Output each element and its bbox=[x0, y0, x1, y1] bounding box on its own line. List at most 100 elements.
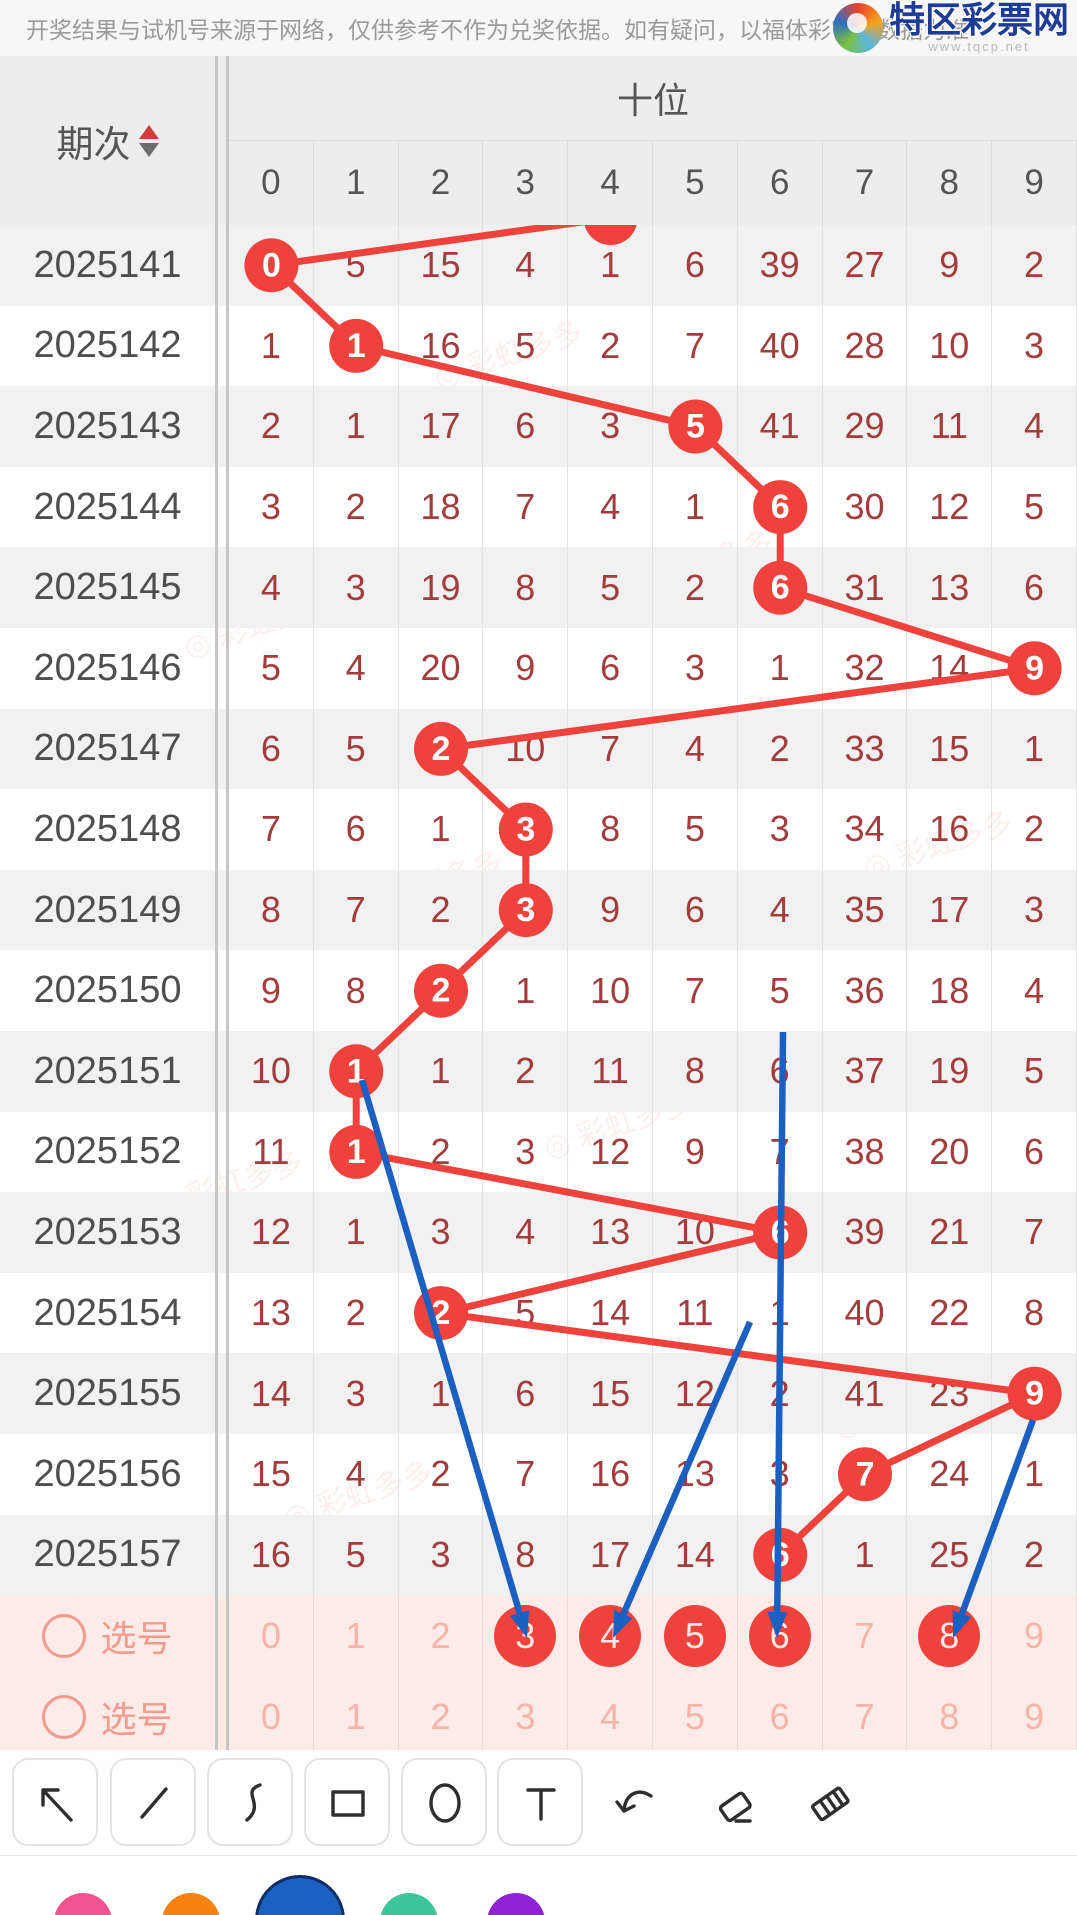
color-swatch-selected[interactable] bbox=[255, 1875, 345, 1915]
value-cell: 8 bbox=[568, 789, 653, 870]
value-cell: 5 bbox=[653, 386, 738, 467]
value-cell: 3 bbox=[314, 1353, 399, 1434]
value-cell: 9 bbox=[483, 627, 569, 709]
rect-icon bbox=[331, 1790, 365, 1817]
select-number-3[interactable]: 3 bbox=[483, 1676, 569, 1758]
undo-tool-button[interactable] bbox=[602, 1768, 672, 1838]
select-number-3[interactable]: 3 bbox=[483, 1595, 569, 1677]
value-cell: 18 bbox=[399, 466, 484, 548]
select-number-4[interactable]: 4 bbox=[568, 1676, 653, 1758]
value-cell: 6 bbox=[992, 547, 1077, 628]
value-cell: 6 bbox=[738, 466, 823, 548]
period-header[interactable]: 期次 bbox=[0, 56, 215, 225]
value-cell: 1 bbox=[314, 1192, 399, 1273]
select-number-4[interactable]: 4 bbox=[568, 1595, 653, 1677]
rect-tool-button[interactable] bbox=[304, 1758, 390, 1846]
value-cell: 2 bbox=[399, 708, 484, 790]
select-number-7[interactable]: 7 bbox=[823, 1595, 908, 1677]
value-cell: 41 bbox=[823, 1353, 908, 1434]
value-cell: 18 bbox=[907, 950, 993, 1031]
column-separator bbox=[215, 1272, 229, 1354]
value-cell: 29 bbox=[823, 386, 908, 467]
select-number-text: 1 bbox=[345, 1614, 366, 1656]
eraser-tool-button[interactable] bbox=[700, 1768, 770, 1838]
value-cell: 3 bbox=[992, 869, 1077, 951]
value-cell: 4 bbox=[992, 950, 1077, 1031]
period-cell: 2025150 bbox=[33, 969, 182, 1012]
select-number-5[interactable]: 5 bbox=[653, 1676, 738, 1758]
select-number-1[interactable]: 1 bbox=[314, 1676, 399, 1758]
value-cell: 23 bbox=[907, 1353, 993, 1434]
text-tool-button[interactable] bbox=[497, 1758, 583, 1846]
ellipse-tool-button[interactable] bbox=[401, 1758, 487, 1846]
select-number-0[interactable]: 0 bbox=[229, 1676, 314, 1758]
curve-tool-button[interactable] bbox=[207, 1758, 293, 1846]
value-cell: 13 bbox=[653, 1433, 738, 1515]
color-swatch[interactable] bbox=[380, 1893, 438, 1915]
clear-tool-button[interactable] bbox=[795, 1768, 865, 1838]
select-number-8[interactable]: 8 bbox=[907, 1676, 993, 1758]
select-number-8[interactable]: 8 bbox=[907, 1595, 993, 1677]
sort-asc-icon[interactable] bbox=[138, 124, 159, 139]
arrow-tool-button[interactable] bbox=[12, 1758, 98, 1846]
select-number-1[interactable]: 1 bbox=[314, 1595, 399, 1677]
value-cell: 1 bbox=[399, 1030, 484, 1112]
column-separator bbox=[215, 225, 229, 306]
value-cell: 7 bbox=[483, 1433, 569, 1515]
value-cell: 4 bbox=[992, 386, 1077, 467]
value-cell: 3 bbox=[738, 1433, 823, 1515]
sort-desc-icon[interactable] bbox=[138, 142, 159, 157]
table-row: 2025153 12 1 3 4 13 10 6 39 21 7 bbox=[0, 1192, 1077, 1273]
value-cell: 20 bbox=[907, 1111, 993, 1193]
value-cell: 10 bbox=[653, 1192, 738, 1273]
value-cell: 2 bbox=[738, 708, 823, 790]
select-number-6[interactable]: 6 bbox=[738, 1595, 823, 1677]
value-cell: 7 bbox=[314, 869, 399, 951]
select-number-2[interactable]: 2 bbox=[399, 1676, 484, 1758]
color-swatch[interactable] bbox=[54, 1893, 112, 1915]
value-cell: 35 bbox=[823, 869, 908, 951]
column-separator bbox=[215, 1192, 229, 1273]
select-number-7[interactable]: 7 bbox=[823, 1676, 908, 1758]
select-number-6[interactable]: 6 bbox=[738, 1676, 823, 1758]
value-cell: 3 bbox=[483, 869, 569, 951]
table-row: 2025154 13 2 2 5 14 11 1 40 22 8 bbox=[0, 1272, 1077, 1354]
value-cell: 6 bbox=[738, 547, 823, 628]
value-cell: 5 bbox=[653, 789, 738, 870]
sort-icons[interactable] bbox=[138, 124, 159, 157]
value-cell: 12 bbox=[568, 1111, 653, 1193]
select-number-9[interactable]: 9 bbox=[992, 1595, 1077, 1677]
value-cell: 6 bbox=[483, 1353, 569, 1434]
select-radio-icon[interactable] bbox=[42, 1694, 87, 1739]
value-cell: 2 bbox=[314, 466, 399, 548]
value-cell: 6 bbox=[568, 627, 653, 709]
select-radio-icon[interactable] bbox=[42, 1613, 87, 1658]
period-cell: 2025151 bbox=[33, 1049, 182, 1092]
table-row: 2025156 15 4 2 7 16 13 3 7 24 1 bbox=[0, 1433, 1077, 1515]
value-cell: 14 bbox=[653, 1514, 738, 1596]
value-cell: 40 bbox=[823, 1272, 908, 1354]
period-cell: 2025155 bbox=[33, 1372, 182, 1415]
color-swatch[interactable] bbox=[487, 1893, 545, 1915]
select-number-text: 4 bbox=[600, 1614, 621, 1656]
value-cell: 3 bbox=[314, 547, 399, 628]
color-swatch[interactable] bbox=[162, 1893, 220, 1915]
select-number-9[interactable]: 9 bbox=[992, 1676, 1077, 1758]
select-row-label[interactable]: 选号 bbox=[0, 1595, 215, 1676]
select-number-text: 8 bbox=[939, 1695, 960, 1737]
select-row-label[interactable]: 选号 bbox=[0, 1676, 215, 1757]
select-label-text: 选号 bbox=[100, 1698, 173, 1740]
value-cell: 3 bbox=[568, 386, 653, 467]
column-separator bbox=[215, 305, 229, 387]
select-number-5[interactable]: 5 bbox=[653, 1595, 738, 1677]
select-number-0[interactable]: 0 bbox=[229, 1595, 314, 1677]
column-separator bbox=[215, 1676, 229, 1758]
value-cell: 1 bbox=[992, 708, 1077, 790]
select-number-text: 0 bbox=[260, 1614, 281, 1656]
value-cell: 3 bbox=[229, 466, 314, 548]
value-cell: 2 bbox=[314, 1272, 399, 1354]
line-tool-button[interactable] bbox=[110, 1758, 196, 1846]
select-number-2[interactable]: 2 bbox=[399, 1595, 484, 1677]
value-cell: 3 bbox=[399, 1514, 484, 1596]
value-cell: 6 bbox=[738, 1514, 823, 1596]
